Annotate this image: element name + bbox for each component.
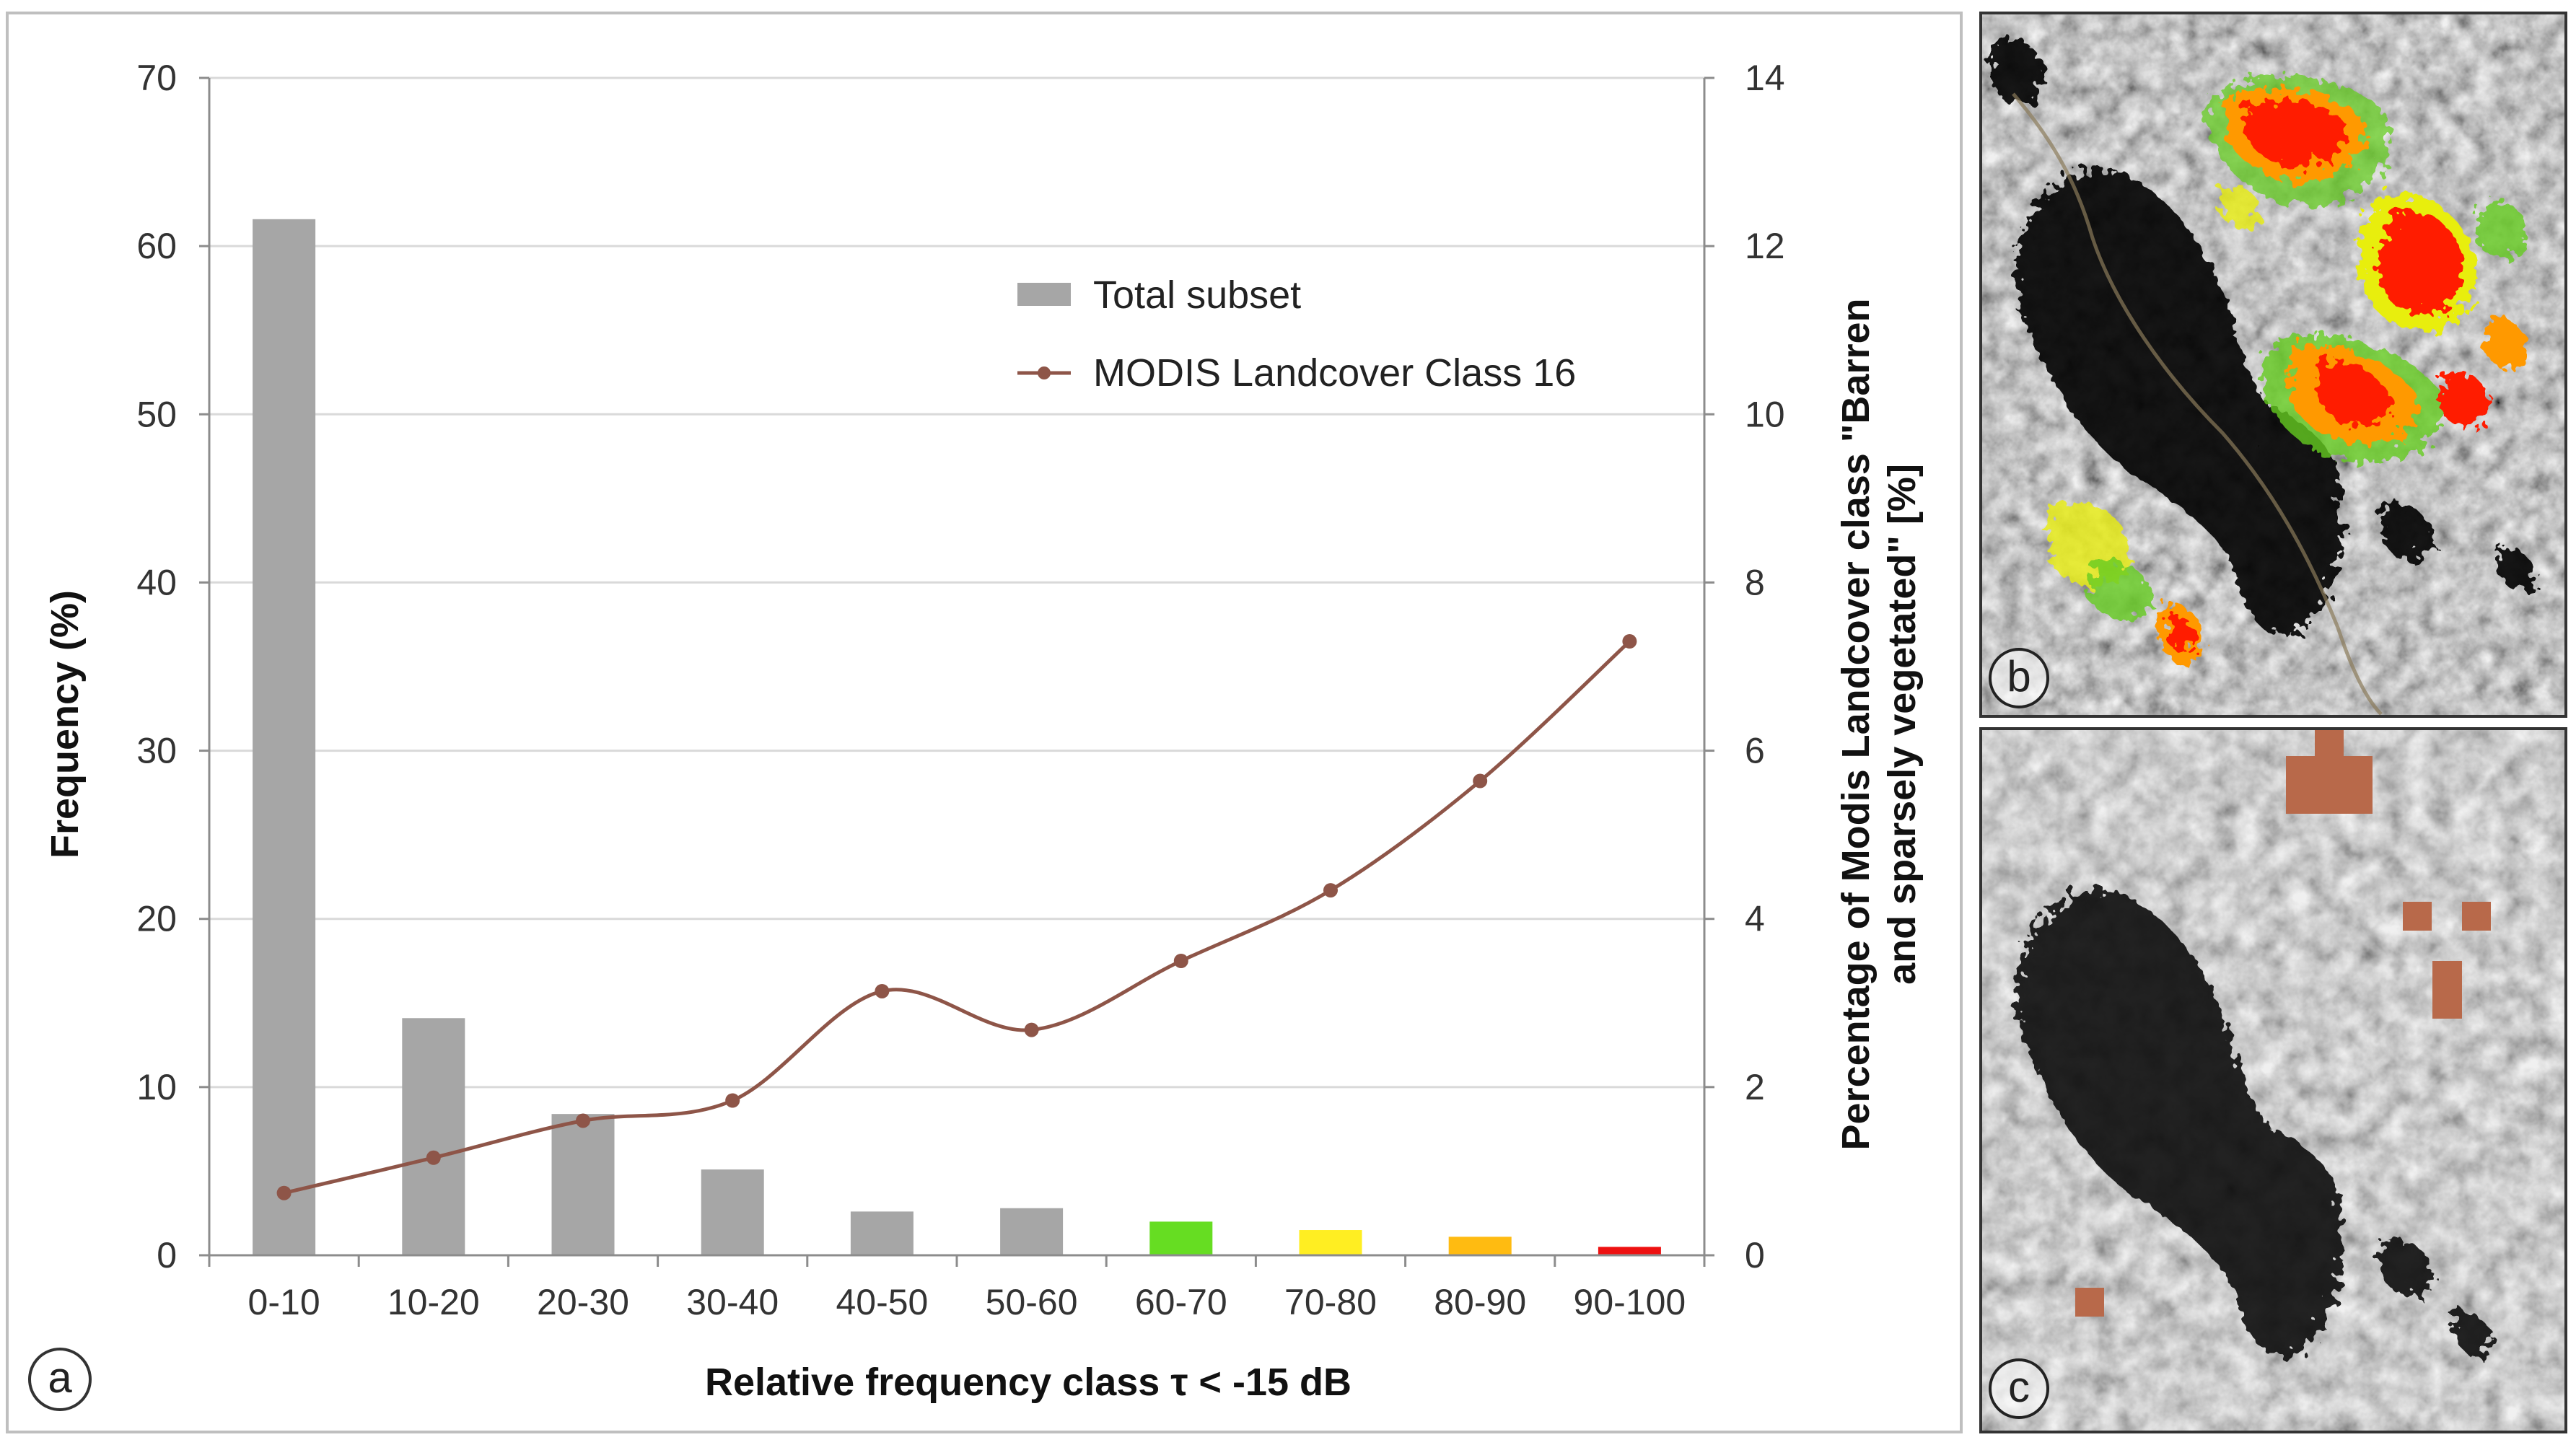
y2-tick-label: 2 xyxy=(1745,1067,1765,1107)
line-point xyxy=(725,1093,740,1108)
x-tick-label: 20-30 xyxy=(537,1282,629,1322)
tick-labels: 0 10 20 30 40 50 60 70 0 2 4 6 8 10 12 14 0-10 10-20 20-30… xyxy=(136,58,1784,1322)
bar xyxy=(1448,1237,1512,1255)
map-panel-c xyxy=(1981,729,2566,1432)
bar xyxy=(850,1211,914,1255)
x-tick-label: 30-40 xyxy=(686,1282,779,1322)
y2-tick-label: 4 xyxy=(1745,899,1765,939)
legend-bar-swatch xyxy=(1017,283,1071,306)
bar xyxy=(551,1114,615,1255)
x-tick-label: 80-90 xyxy=(1434,1282,1526,1322)
panel-label-c: c xyxy=(1989,1358,2049,1419)
series-line xyxy=(284,640,1631,1195)
line-point xyxy=(875,983,890,998)
y-tick-label: 10 xyxy=(136,1067,177,1107)
line-point xyxy=(576,1113,590,1128)
line-point xyxy=(276,1185,292,1200)
x-axis-title: Relative frequency class τ < -15 dB xyxy=(705,1361,1351,1404)
y-tick-label: 70 xyxy=(136,58,177,98)
y-tick-label: 40 xyxy=(136,562,177,602)
map-panel-b-frame xyxy=(1979,12,2567,718)
line-point xyxy=(1622,634,1637,649)
axes xyxy=(199,76,1714,1267)
line-series xyxy=(276,634,1637,1200)
map-panel-c-frame xyxy=(1979,727,2567,1433)
y2-tick-label: 12 xyxy=(1745,226,1785,266)
line-point xyxy=(1024,1022,1039,1037)
x-tick-label: 60-70 xyxy=(1135,1282,1227,1322)
bar xyxy=(1000,1208,1064,1255)
y-tick-label: 20 xyxy=(136,899,177,939)
svg-text:c: c xyxy=(2008,1363,2030,1411)
legend-label-line: MODIS Landcover Class 16 xyxy=(1093,351,1576,395)
legend-line-marker xyxy=(1038,366,1051,379)
svg-text:a: a xyxy=(48,1353,72,1402)
x-tick-label: 0-10 xyxy=(248,1282,320,1322)
line-point xyxy=(1473,773,1488,789)
x-tick-label: 90-100 xyxy=(1574,1282,1686,1322)
bar xyxy=(1149,1221,1213,1255)
bar xyxy=(402,1018,465,1255)
map-panel-b xyxy=(1981,13,2566,716)
legend: Total subset MODIS Landcover Class 16 xyxy=(1017,273,1576,395)
legend-label-bars: Total subset xyxy=(1093,273,1301,317)
y2-tick-label: 6 xyxy=(1745,731,1765,771)
y-axis-title: Frequency (%) xyxy=(43,590,87,858)
line-point xyxy=(1323,883,1338,898)
line-point xyxy=(426,1150,441,1165)
x-tick-label: 10-20 xyxy=(387,1282,480,1322)
y2-tick-label: 14 xyxy=(1745,58,1785,98)
barren-patches xyxy=(2075,729,2491,1317)
x-tick-label: 40-50 xyxy=(836,1282,928,1322)
y-tick-label: 30 xyxy=(136,731,177,771)
y2-tick-label: 0 xyxy=(1745,1235,1765,1275)
x-tick-label: 50-60 xyxy=(986,1282,1078,1322)
panel-label-b: b xyxy=(1989,648,2049,708)
y-tick-label: 50 xyxy=(136,394,177,434)
y-tick-label: 60 xyxy=(136,226,177,266)
bar xyxy=(1598,1247,1661,1255)
y2-tick-label: 8 xyxy=(1745,562,1765,602)
line-point xyxy=(1173,954,1188,968)
panel-a-frame xyxy=(6,12,1963,1433)
svg-text:b: b xyxy=(2007,652,2030,700)
bar xyxy=(701,1169,764,1255)
bar-series xyxy=(253,219,1661,1256)
y2-axis-title-line1: Percentage of Modis Landcover class "Bar… xyxy=(1834,298,1878,1150)
y2-axis-title-line2: and sparsely vegetated" [%] xyxy=(1880,464,1924,985)
panel-label-a: a xyxy=(28,1348,92,1411)
bar xyxy=(253,219,316,1256)
y2-tick-label: 10 xyxy=(1745,394,1785,434)
x-tick-label: 70-80 xyxy=(1284,1282,1377,1322)
y-tick-label: 0 xyxy=(157,1235,177,1275)
bar xyxy=(1299,1230,1362,1255)
